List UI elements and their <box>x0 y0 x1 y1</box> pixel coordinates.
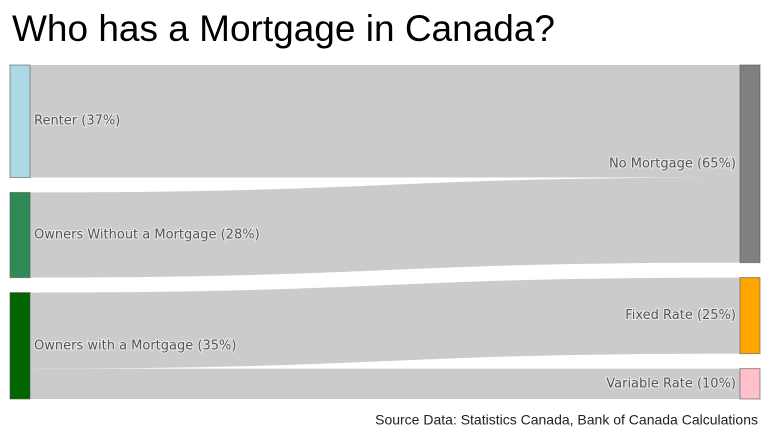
source-note: Source Data: Statistics Canada, Bank of … <box>375 412 758 428</box>
node <box>739 277 761 355</box>
node-label: Owners with a Mortgage (35%) <box>34 338 236 353</box>
link <box>30 368 740 399</box>
node <box>9 191 31 279</box>
node-label: Variable Rate (10%) <box>606 376 736 391</box>
node <box>739 368 761 400</box>
node-label: Owners Without a Mortgage (28%) <box>34 228 260 243</box>
node-label: Fixed Rate (25%) <box>625 308 736 323</box>
node-label: No Mortgage (65%) <box>609 156 736 171</box>
link <box>30 177 740 278</box>
node <box>739 64 761 264</box>
link <box>30 65 740 178</box>
node <box>9 292 31 400</box>
node <box>9 64 31 178</box>
chart-title: Who has a Mortgage in Canada? <box>12 8 555 49</box>
node-label: Renter (37%) <box>34 114 120 129</box>
link <box>30 277 740 369</box>
